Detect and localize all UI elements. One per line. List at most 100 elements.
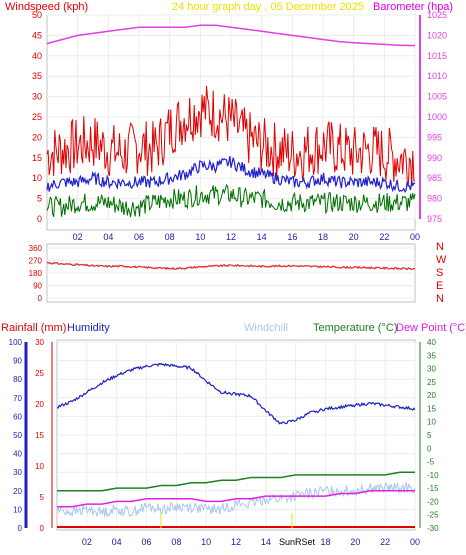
hour-label: 10 xyxy=(195,232,205,242)
bottom-hour-label: 06 xyxy=(141,537,151,547)
wind-average-series xyxy=(46,156,416,193)
direction-letter: E xyxy=(436,280,443,292)
wind-tick-label: 35 xyxy=(32,71,42,81)
sun-label: SunRSet xyxy=(279,537,316,547)
temp-tick-label: -25 xyxy=(427,511,439,520)
humidity-tick-label: 70 xyxy=(13,394,22,403)
hour-label: 18 xyxy=(318,232,328,242)
dewpoint-series xyxy=(57,490,415,508)
hour-label: 00 xyxy=(410,232,420,242)
wind-gust-series xyxy=(46,85,416,187)
bottom-hour-label: 12 xyxy=(231,537,241,547)
temperature-label: Temperature (°C) xyxy=(313,322,397,334)
rain-tick-label: 5 xyxy=(40,493,45,502)
temp-tick-label: 25 xyxy=(427,378,436,387)
temp-tick-label: 20 xyxy=(427,391,436,400)
bottom-hour-label: 20 xyxy=(350,537,360,547)
direction-tick-label: 270 xyxy=(29,257,43,266)
wind-tick-label: 50 xyxy=(32,10,42,20)
humidity-tick-label: 60 xyxy=(13,412,22,421)
rain-tick-label: 20 xyxy=(35,400,44,409)
direction-tick-label: 90 xyxy=(33,282,42,291)
temp-tick-label: -30 xyxy=(427,524,439,533)
barometer-tick-label: 980 xyxy=(427,194,442,204)
temp-tick-label: 10 xyxy=(427,418,436,427)
hour-label: 16 xyxy=(287,232,297,242)
barometer-tick-label: 1005 xyxy=(427,92,447,102)
wind-tick-label: 10 xyxy=(32,173,42,183)
hour-label: 02 xyxy=(73,232,83,242)
temp-tick-label: -5 xyxy=(427,458,435,467)
grid-lines xyxy=(47,14,416,529)
wind-tick-label: 30 xyxy=(32,92,42,102)
direction-letter: N xyxy=(436,241,444,253)
bottom-hour-label: 02 xyxy=(82,537,92,547)
barometer-tick-label: 1025 xyxy=(427,10,447,20)
hour-label: 20 xyxy=(349,232,359,242)
humidity-tick-label: 30 xyxy=(13,468,22,477)
bottom-hour-label: 00 xyxy=(410,537,420,547)
axis-ticks: 0510152025303540455097598098599099510001… xyxy=(9,10,447,547)
wind-tick-label: 40 xyxy=(32,51,42,61)
barometer-tick-label: 975 xyxy=(427,214,442,224)
temp-tick-label: 15 xyxy=(427,404,436,413)
temp-tick-label: 0 xyxy=(427,444,432,453)
wind-low-series xyxy=(46,183,416,218)
humidity-tick-label: 100 xyxy=(9,338,23,347)
barometer-tick-label: 985 xyxy=(427,173,442,183)
temperature-series xyxy=(57,471,415,492)
rain-tick-label: 30 xyxy=(35,338,44,347)
windchill-series xyxy=(56,481,416,518)
bottom-hour-label: 10 xyxy=(201,537,211,547)
temp-tick-label: 40 xyxy=(427,338,436,347)
barometer-tick-label: 1020 xyxy=(427,30,447,40)
wind-tick-label: 15 xyxy=(32,153,42,163)
rain-tick-label: 10 xyxy=(35,462,44,471)
direction-letter: S xyxy=(436,267,443,279)
humidity-tick-label: 50 xyxy=(13,431,22,440)
hour-label: 06 xyxy=(134,232,144,242)
hour-label: 12 xyxy=(226,232,236,242)
humidity-tick-label: 20 xyxy=(13,487,22,496)
series-layer xyxy=(46,24,416,528)
direction-tick-label: 360 xyxy=(29,244,43,253)
rain-tick-label: 15 xyxy=(35,431,44,440)
direction-tick-label: 180 xyxy=(29,269,43,278)
humidity-label: Humidity xyxy=(67,322,110,334)
bottom-hour-label: 18 xyxy=(320,537,330,547)
bottom-hour-label: 08 xyxy=(171,537,181,547)
direction-letter: N xyxy=(436,293,444,305)
windchill-label: Windchill xyxy=(244,322,288,334)
humidity-tick-label: 10 xyxy=(13,505,22,514)
barometer-label: Barometer (hpa) xyxy=(373,1,453,13)
temp-tick-label: 5 xyxy=(427,431,432,440)
temp-tick-label: -10 xyxy=(427,471,439,480)
hour-label: 14 xyxy=(257,232,267,242)
humidity-tick-label: 80 xyxy=(13,375,22,384)
barometer-tick-label: 1010 xyxy=(427,71,447,81)
wind-tick-label: 20 xyxy=(32,132,42,142)
graph-title: 24 hour graph day , 05 December 2025 xyxy=(172,1,364,13)
bottom-hour-label: 14 xyxy=(261,537,271,547)
hour-label: 04 xyxy=(103,232,113,242)
temp-tick-label: 30 xyxy=(427,365,436,374)
bottom-hour-label: 22 xyxy=(380,537,390,547)
dewpoint-label: Dew Point (°C) xyxy=(396,322,466,334)
temp-tick-label: 35 xyxy=(427,351,436,360)
wind-tick-label: 0 xyxy=(37,214,42,224)
direction-tick-label: 0 xyxy=(38,294,43,303)
barometer-tick-label: 1000 xyxy=(427,112,447,122)
wind-tick-label: 5 xyxy=(37,194,42,204)
windspeed-label: Windspeed (kph) xyxy=(5,1,88,13)
hour-label: 22 xyxy=(379,232,389,242)
humidity-tick-label: 40 xyxy=(13,450,22,459)
temp-tick-label: -20 xyxy=(427,497,439,506)
rainfall-label: Rainfall (mm) xyxy=(1,322,66,334)
bottom-hour-label: 04 xyxy=(112,537,122,547)
wind-tick-label: 45 xyxy=(32,30,42,40)
barometer-tick-label: 990 xyxy=(427,153,442,163)
temp-tick-label: -15 xyxy=(427,484,439,493)
barometer-series xyxy=(46,24,416,47)
humidity-series xyxy=(56,362,416,425)
